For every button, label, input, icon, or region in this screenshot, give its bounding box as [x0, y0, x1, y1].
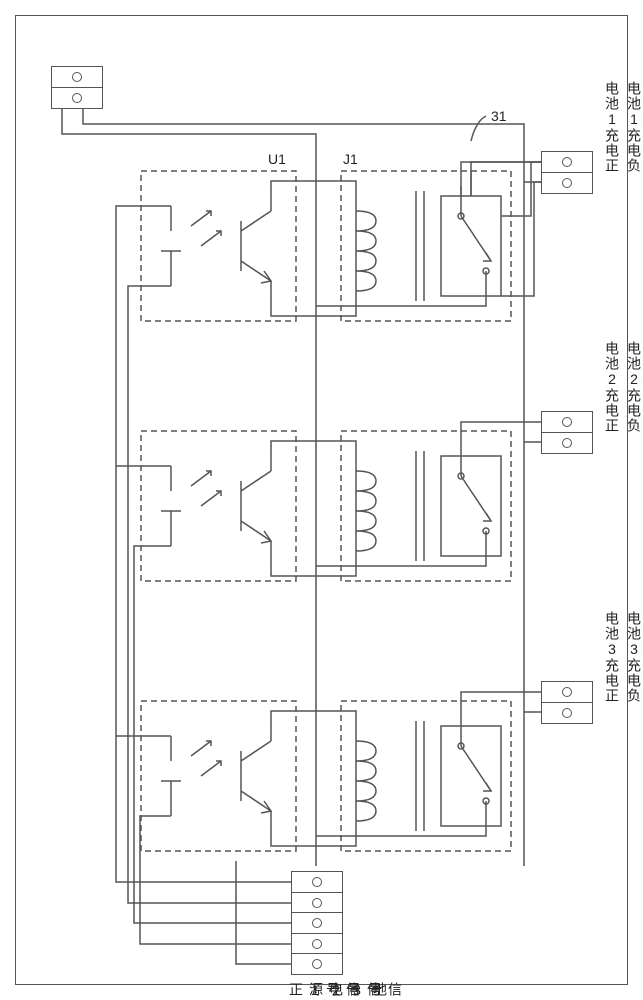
interconnects: [16, 16, 629, 986]
schematic-page: 燃料电池正 燃料电池负 电池1充电正 电池1充电负 电池2充电正 电池2充电负 …: [15, 15, 628, 985]
